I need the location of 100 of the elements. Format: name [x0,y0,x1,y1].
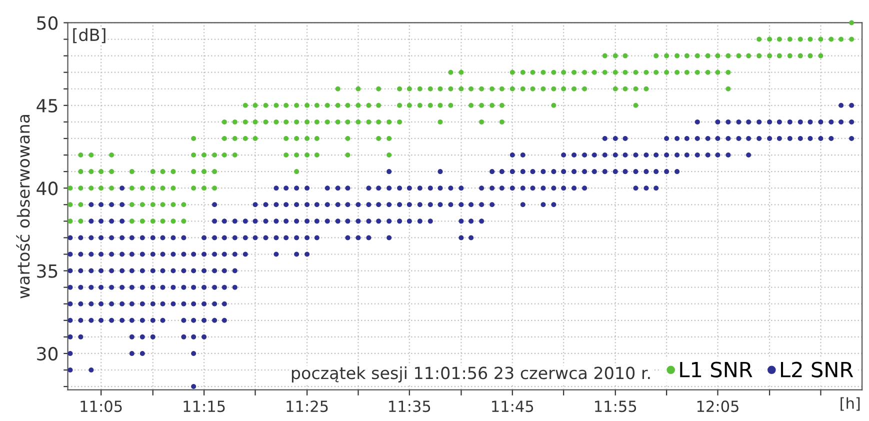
point [202,301,207,306]
point [160,169,166,174]
point [160,252,166,257]
point [191,268,196,274]
point [129,334,134,340]
point [386,169,392,174]
point [438,186,443,191]
point [633,169,638,174]
point [438,86,443,92]
point [530,169,536,174]
point [726,86,731,92]
point [654,70,659,75]
point [798,53,803,58]
point [694,152,700,158]
point [181,218,186,224]
point [345,186,350,191]
point [705,53,710,58]
point [582,70,588,75]
point [232,268,238,274]
x-tick-label: 11:55 [595,400,636,412]
point [417,102,422,108]
point [314,152,320,158]
point [68,268,73,274]
point [726,70,731,75]
legend-label: L2 SNR [780,362,854,378]
point [448,70,454,75]
point [98,235,104,240]
point [222,119,227,124]
point [612,53,618,58]
point [644,186,649,191]
point [129,252,134,257]
point [356,119,361,124]
point [366,186,372,191]
point [397,119,402,124]
point [458,86,464,92]
point [644,86,649,92]
point [68,301,73,306]
point [490,202,495,208]
point [612,136,618,141]
point [129,268,134,274]
point [397,186,402,191]
point [468,235,474,240]
point [417,202,422,208]
point [160,218,166,224]
point [242,119,248,124]
point [222,284,227,290]
point [294,252,300,257]
point [150,186,156,191]
point [490,102,495,108]
x-tick-label: 11:45 [492,400,534,412]
point [406,102,412,108]
point [572,186,577,191]
point [140,235,145,240]
point [376,202,382,208]
point [150,235,156,240]
point [263,119,268,124]
point [458,235,464,240]
point [654,186,659,191]
point [120,268,125,274]
point [335,102,340,108]
point [602,169,608,174]
point [386,202,392,208]
point [561,186,566,191]
point [212,152,218,158]
point [386,186,392,191]
point [468,218,474,224]
point [78,334,84,340]
point [438,169,443,174]
point [263,218,268,224]
y-tick-label: 30 [37,346,58,361]
point [274,252,279,257]
point [694,136,700,141]
point [767,53,772,58]
point [98,169,104,174]
point [684,70,690,75]
point [68,318,73,323]
point [202,252,207,257]
point [335,186,340,191]
point [612,86,618,92]
point [129,169,134,174]
point [417,186,422,191]
point [520,186,526,191]
point [520,202,526,208]
point [366,235,372,240]
point [849,20,854,26]
point [335,218,340,224]
point [726,119,731,124]
point [756,36,762,42]
point [592,152,597,158]
point [140,334,145,340]
point [406,86,412,92]
point [78,284,84,290]
point [129,186,134,191]
point [222,318,227,323]
point [191,136,196,141]
point [345,136,350,141]
point [612,152,618,158]
point [88,152,94,158]
point [376,86,382,92]
point [808,119,813,124]
